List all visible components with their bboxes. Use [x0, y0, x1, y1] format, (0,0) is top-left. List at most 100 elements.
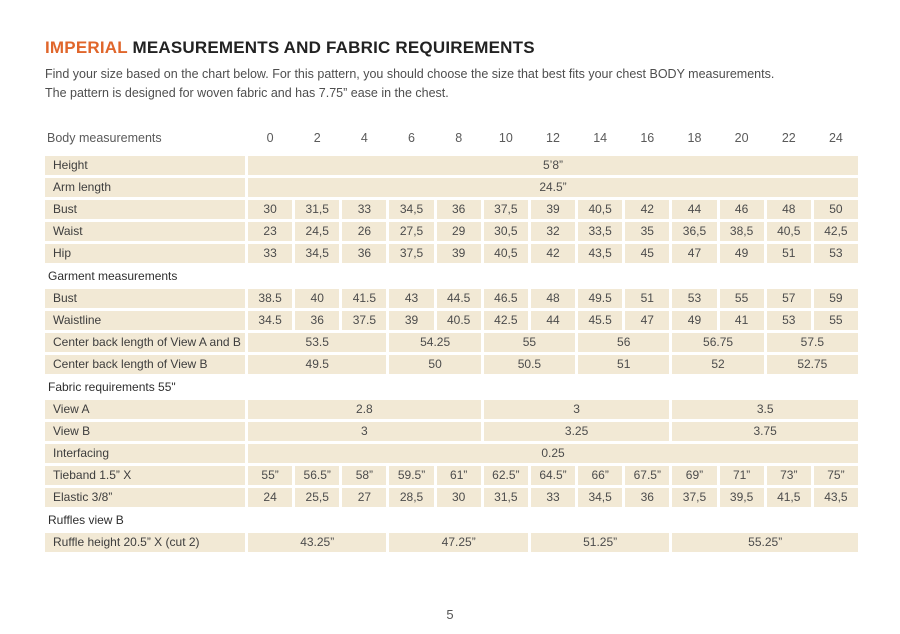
table-cell: 39 [436, 243, 481, 263]
size-column-header: 0 [266, 130, 274, 145]
table-cell: 41 [719, 310, 764, 330]
table-cell: 2.8 [248, 399, 481, 419]
table-cell: 43 [389, 288, 434, 308]
table-cell: 33 [530, 487, 576, 507]
table-cell: 27 [342, 487, 387, 507]
table-cell: 25,5 [295, 487, 340, 507]
row-label: Hip [45, 243, 245, 263]
table-cell: 38.5 [248, 288, 293, 308]
table-cell: 46.5 [483, 288, 528, 308]
table-cell: 30,5 [483, 221, 528, 241]
table-cell: 73” [766, 465, 811, 485]
table-cell: 67.5” [625, 465, 670, 485]
document-page: IMPERIAL MEASUREMENTS AND FABRIC REQUIRE… [45, 38, 858, 552]
table-cell: 3.25 [483, 421, 670, 441]
row-label: Center back length of View A and B [45, 332, 245, 352]
table-cell: 51.25” [530, 532, 670, 552]
table-row: View A 2.8 3 3.5 [45, 399, 858, 419]
table-header-row: Body measurements 0 2 4 6 8 10 12 14 16 18 20 22 24 [45, 128, 858, 148]
row-label: Elastic 3/8” [45, 487, 245, 507]
table-cell: 56.5” [295, 465, 340, 485]
table-cell: 55 [483, 332, 576, 352]
row-label: Bust [45, 199, 245, 219]
table-cell: 41.5 [342, 288, 387, 308]
table-cell: 28,5 [389, 487, 434, 507]
table-cell: 55 [813, 310, 858, 330]
table-cell: 50.5 [483, 354, 576, 374]
table-cell: 36 [295, 310, 340, 330]
table-cell: 40 [295, 288, 340, 308]
table-row: Ruffle height 20.5” X (cut 2) 43.25” 47.25… [45, 532, 858, 552]
table-cell: 56.75 [672, 332, 764, 352]
row-label: Interfacing [45, 443, 245, 463]
table-cell: 39 [389, 310, 434, 330]
size-column-header: 12 [546, 130, 560, 145]
table-cell: 5’8” [248, 155, 858, 175]
table-cell: 36 [342, 243, 387, 263]
table-row: Tieband 1.5” X 55” 56.5” 58” 59.5” 61” 62.5” 64… [45, 465, 858, 485]
table-cell: 55 [719, 288, 764, 308]
size-column-header: 22 [781, 130, 796, 145]
table-cell: 59.5” [389, 465, 434, 485]
table-cell: 55.25” [672, 532, 858, 552]
row-label: View A [45, 399, 245, 419]
table-cell: 53 [766, 310, 811, 330]
table-cell: 34.5 [248, 310, 293, 330]
table-cell: 57.5 [766, 332, 858, 352]
table-cell: 3 [248, 421, 481, 441]
table-cell: 44 [672, 199, 717, 219]
size-column-header: 4 [360, 130, 368, 145]
table-row: Waistline 34.5 36 37.5 39 40.5 42.5 44 45.5 47 49 4… [45, 310, 858, 330]
table-cell: 52.75 [766, 354, 858, 374]
table-cell: 45.5 [578, 310, 623, 330]
table-cell: 56 [578, 332, 670, 352]
table-cell: 32 [530, 221, 576, 241]
size-column-header: 24 [828, 130, 843, 145]
table-cell: 49.5 [578, 288, 623, 308]
table-row: Arm length 24.5” [45, 177, 858, 197]
table-cell: 29 [436, 221, 481, 241]
measurement-table: Body measurements 0 2 4 6 8 10 12 14 16 18 20 22 24 … [45, 128, 858, 552]
table-cell: 23 [248, 221, 293, 241]
table-cell: 50 [389, 354, 481, 374]
table-cell: 54.25 [389, 332, 481, 352]
table-cell: 35 [625, 221, 670, 241]
size-column-header: 10 [498, 130, 513, 145]
intro-line-1: Find your size based on the chart below.… [45, 67, 775, 81]
table-row: Interfacing 0.25 [45, 443, 858, 463]
table-cell: 42.5 [483, 310, 528, 330]
size-column-header: 8 [455, 130, 463, 145]
table-cell: 42 [530, 243, 576, 263]
table-cell: 55” [248, 465, 293, 485]
size-column-header: 14 [593, 130, 608, 145]
table-cell: 30 [436, 487, 481, 507]
row-label: Waist [45, 221, 245, 241]
table-cell: 58” [342, 465, 387, 485]
row-label: Bust [45, 288, 245, 308]
section-row: Ruffles view B [45, 512, 858, 529]
page-title: IMPERIAL MEASUREMENTS AND FABRIC REQUIRE… [45, 38, 858, 58]
table-cell: 45 [625, 243, 670, 263]
table-cell: 37.5 [342, 310, 387, 330]
row-label: Tieband 1.5” X [45, 465, 245, 485]
table-cell: 64.5” [530, 465, 576, 485]
size-column-header: 6 [408, 130, 415, 145]
table-cell: 34,5 [295, 243, 340, 263]
table-cell: 39,5 [719, 487, 764, 507]
table-cell: 71” [719, 465, 764, 485]
table-cell: 3 [483, 399, 670, 419]
table-cell: 36,5 [672, 221, 717, 241]
table-cell: 40,5 [578, 199, 623, 219]
table-cell: 3.5 [672, 399, 858, 419]
table-cell: 31,5 [483, 487, 528, 507]
table-cell: 47 [625, 310, 670, 330]
row-label: Height [45, 155, 245, 175]
table-cell: 34,5 [578, 487, 623, 507]
table-cell: 43,5 [813, 487, 858, 507]
table-cell: 53.5 [248, 332, 387, 352]
table-cell: 57 [766, 288, 811, 308]
table-row: Hip 33 34,5 36 37,5 39 40,5 42 43,5 45 47 49 51 53 [45, 243, 858, 263]
table-row: Waist 23 24,5 26 27,5 29 30,5 32 33,5 35 36,5 38,5 4… [45, 221, 858, 241]
table-cell: 62.5” [483, 465, 528, 485]
table-cell: 52 [672, 354, 764, 374]
